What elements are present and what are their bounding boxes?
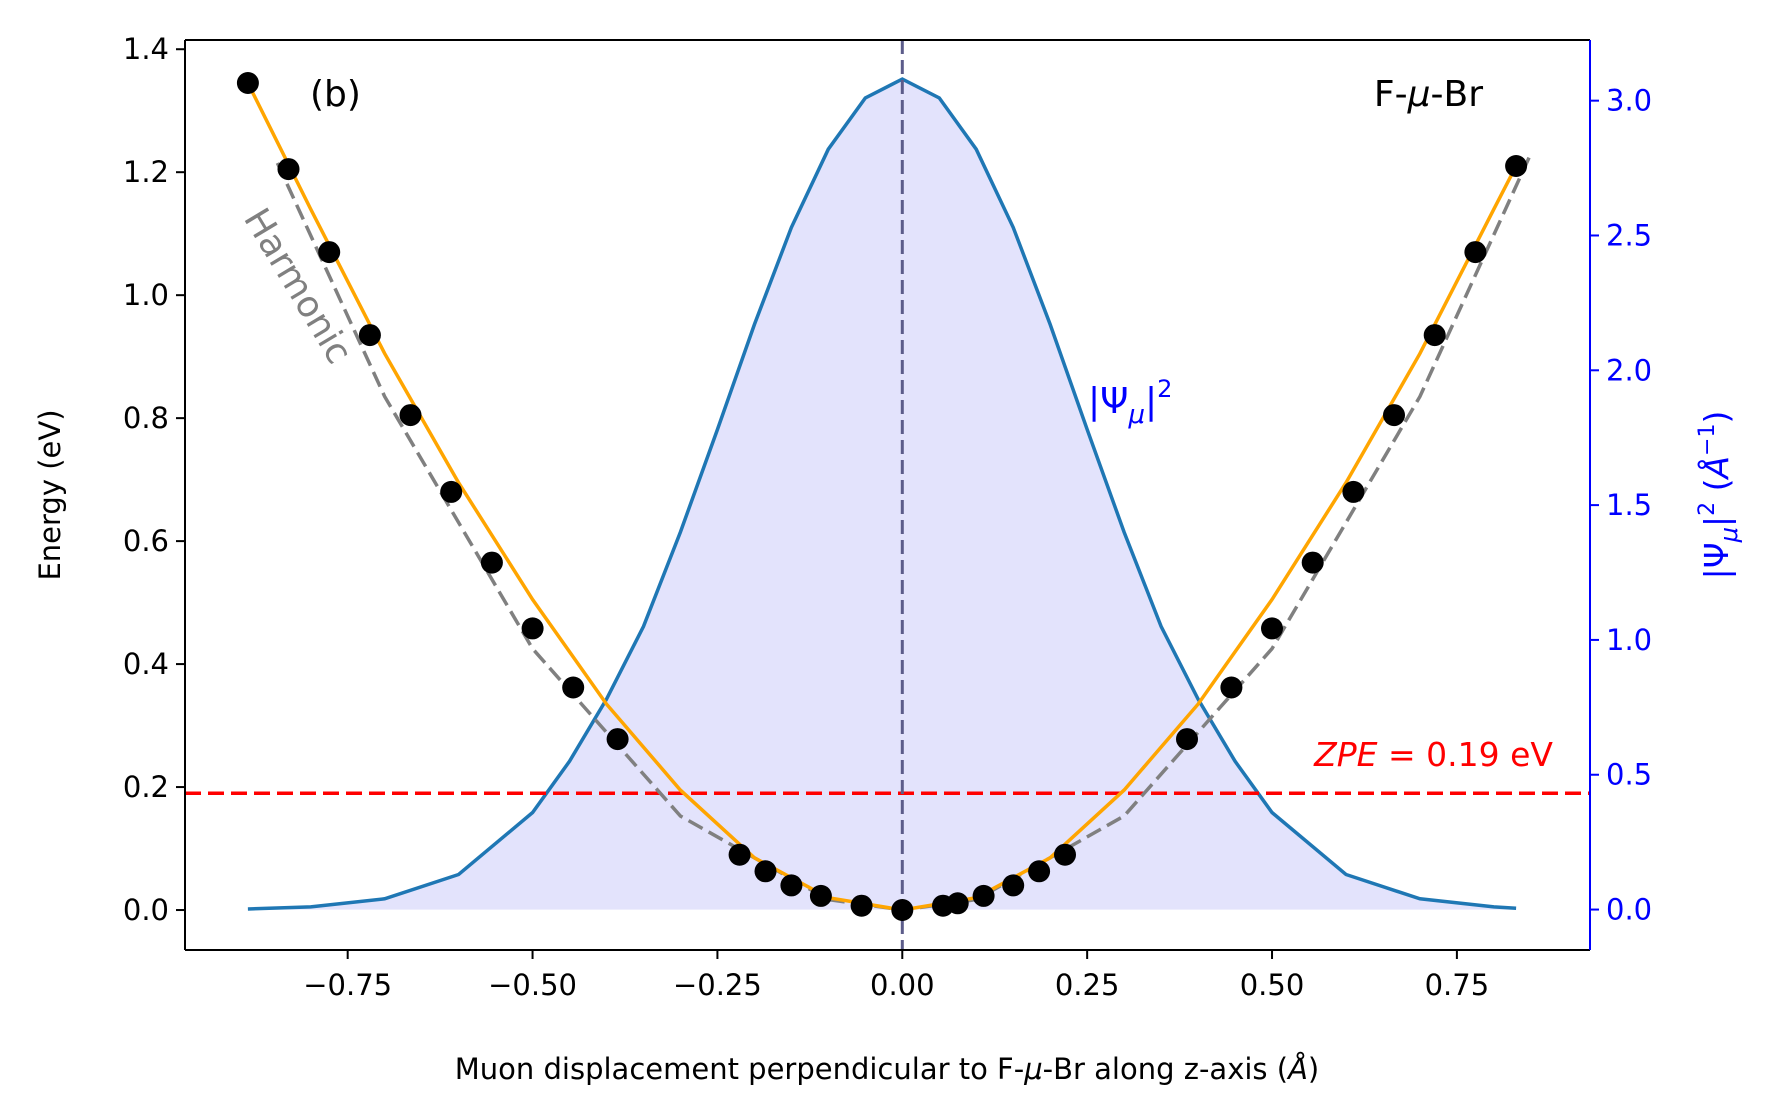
y-tick-label: 1.2 [123,155,169,189]
y-tick-label: 1.4 [123,32,169,66]
data-point [780,874,803,897]
data-point [754,860,777,883]
data-point [809,884,832,907]
data-point [1220,676,1243,699]
data-point [946,892,969,915]
data-point [850,894,873,917]
y2-tick-label: 0.0 [1606,893,1652,927]
data-point [1002,874,1025,897]
data-point [1383,404,1405,427]
harmonic-label: Harmonic [235,202,359,371]
data-point [562,676,585,699]
y2-tick-label: 2.5 [1606,218,1652,252]
y-axis-title: Energy (eV) [33,409,67,580]
data-point [236,72,259,94]
data-point [972,884,995,907]
data-point [1054,843,1076,866]
data-point [891,899,914,921]
x-tick-label: 0.75 [1425,968,1490,1002]
y2-tick-label: 2.0 [1606,353,1652,387]
data-point [606,728,629,751]
data-point [277,158,300,181]
data-point [728,843,751,866]
y-tick-label: 0.0 [123,893,169,927]
density-fill [247,79,1517,910]
data-point [1028,860,1051,883]
density-line [247,77,1517,911]
y-tick-label: 0.8 [123,401,169,435]
data-point [521,617,544,640]
data-point [440,480,463,503]
x-tick-label: 0.50 [1240,968,1305,1002]
data-point [358,324,381,347]
density-label: |Ψμ|2 [1088,375,1172,430]
data-point [1464,241,1487,264]
x-tick-label: 0.25 [1055,968,1120,1002]
y-tick-label: 0.4 [123,647,169,681]
data-point [1342,480,1365,503]
y2-tick-label: 3.0 [1606,84,1652,118]
y2-tick-label: 0.5 [1606,758,1652,792]
data-point [399,404,422,427]
data-point [1423,324,1446,347]
axes-frame [184,39,1591,951]
x-axis-title: Muon displacement perpendicular to F-μ-B… [455,1052,1319,1086]
y-tick-label: 0.6 [123,524,169,558]
x-tick-label: −0.25 [673,968,762,1002]
zpe-label: ZPE = 0.19 eV [1313,735,1553,774]
x-axis-ticks: −0.75 −0.50 −0.25 0.00 0.25 0.50 0.75 [303,950,1489,1002]
data-point [1261,617,1283,640]
y2-axis-title: |Ψμ|2 (Å−1) [1695,411,1743,580]
y-axis-ticks: 0.0 0.2 0.4 0.6 0.8 1.0 1.2 1.4 [123,32,185,927]
y2-tick-label: 1.0 [1606,623,1652,657]
data-point [1176,728,1198,751]
data-point [318,241,341,264]
chart-title-annotation: F-μ-Br [1374,74,1483,115]
data-point [1301,551,1324,574]
panel-label: (b) [310,74,361,115]
x-tick-label: −0.75 [303,968,392,1002]
data-points [236,72,1528,921]
data-point [1505,155,1528,177]
y-tick-label: 1.0 [123,278,169,312]
y2-tick-label: 1.5 [1606,488,1652,522]
y2-axis-ticks: 0.0 0.5 1.0 1.5 2.0 2.5 3.0 [1590,84,1652,927]
plot-area [185,40,1590,950]
y-tick-label: 0.2 [123,770,169,804]
x-tick-label: −0.50 [488,968,577,1002]
x-tick-label: 0.00 [870,968,935,1002]
data-point [480,551,503,574]
